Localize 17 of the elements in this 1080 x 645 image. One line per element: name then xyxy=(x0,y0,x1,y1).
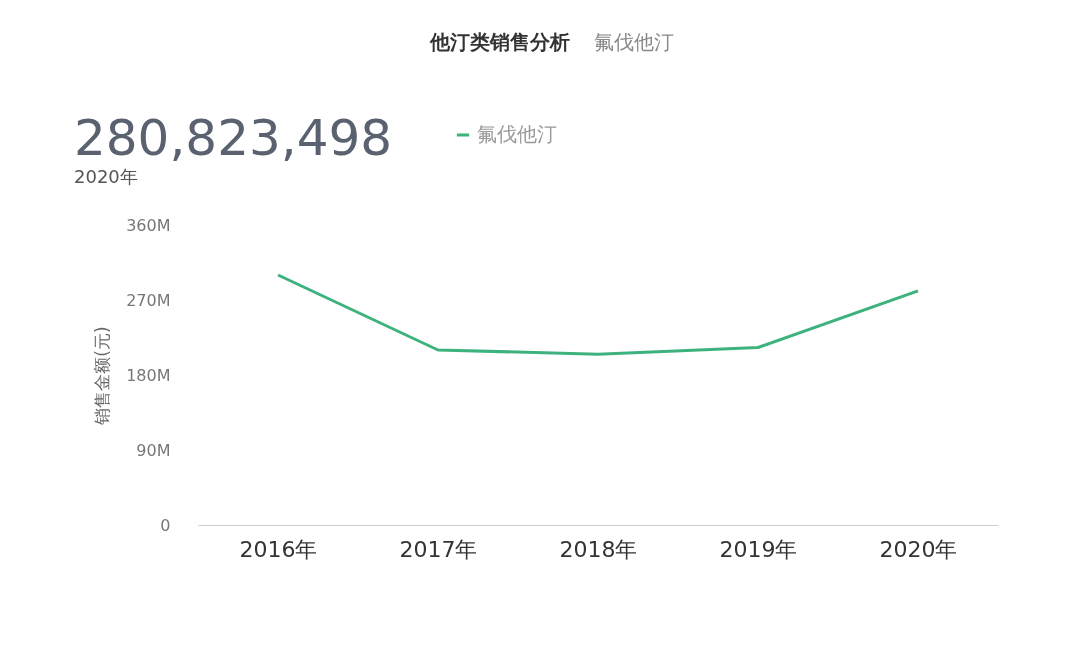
y-tick-label: 270M xyxy=(126,290,171,310)
y-axis-title: 销售金额(元) xyxy=(92,326,113,426)
x-tick-label: 2020年 xyxy=(879,536,958,562)
x-tick-label: 2016年 xyxy=(239,536,318,562)
y-tick-label: 0 xyxy=(160,515,171,535)
line-series xyxy=(276,273,920,356)
chart-title: 他汀类销售分析 xyxy=(429,30,570,54)
y-tick-label: 90M xyxy=(136,440,171,460)
x-tick-label: 2019年 xyxy=(719,536,798,562)
y-tick-label: 180M xyxy=(126,365,171,385)
chart-subtitle: 氟伐他汀 xyxy=(594,30,674,54)
legend-label: 氟伐他汀 xyxy=(477,122,557,146)
x-tick-label: 2017年 xyxy=(399,536,478,562)
text: 280,823,498 xyxy=(74,109,393,167)
x-tick-label: 2018年 xyxy=(559,536,638,562)
y-tick-label: 360M xyxy=(126,215,171,235)
text: 2020年 xyxy=(74,166,138,187)
